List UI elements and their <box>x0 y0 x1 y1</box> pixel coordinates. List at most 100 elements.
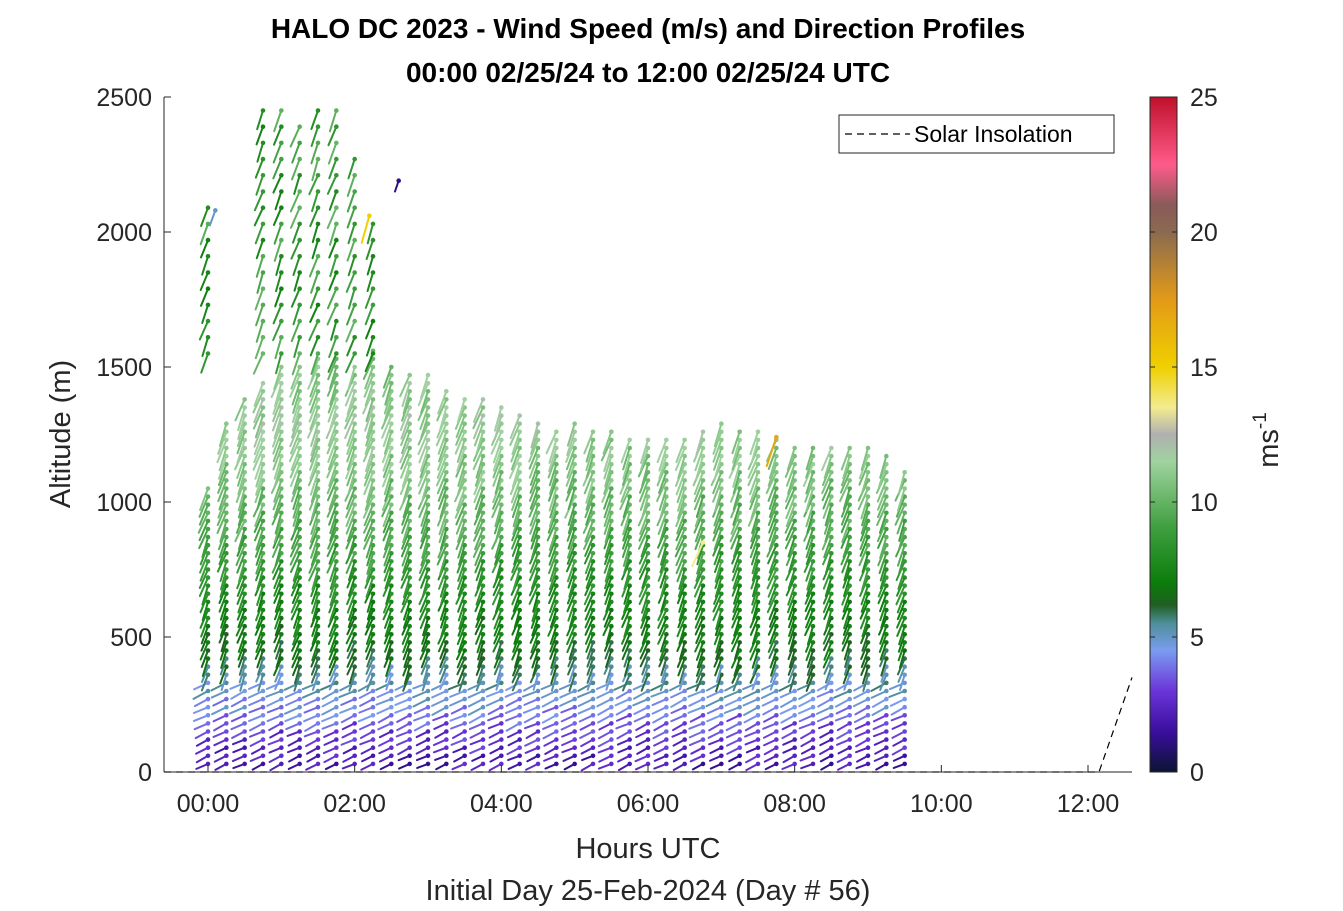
wind-barb-head <box>224 729 229 734</box>
wind-barb-head <box>810 615 816 621</box>
wind-barb <box>363 471 374 496</box>
wind-barb <box>621 536 631 558</box>
wind-barb-head <box>609 648 614 653</box>
wind-barb-head <box>737 729 742 734</box>
wind-barb-head <box>260 189 266 194</box>
wind-barb-head <box>260 205 266 210</box>
wind-barb-head <box>205 640 211 645</box>
wind-barb-head <box>755 470 761 475</box>
wind-barb-head <box>260 156 266 162</box>
wind-barb <box>364 303 374 326</box>
wind-barb <box>806 568 814 591</box>
wind-barb-head <box>884 470 889 475</box>
wind-barb <box>528 479 539 502</box>
wind-barb-head <box>499 729 504 734</box>
wind-barb <box>788 673 796 693</box>
wind-barb <box>858 463 869 486</box>
wind-barb-head <box>847 510 852 516</box>
wind-barb <box>274 665 283 683</box>
wind-barb-head <box>700 672 706 678</box>
wind-barb <box>768 641 778 660</box>
wind-barb <box>548 544 558 566</box>
wind-barb-head <box>242 615 247 621</box>
wind-barb <box>733 657 741 677</box>
wind-barb <box>474 592 484 613</box>
wind-barb <box>272 430 283 455</box>
wind-barb <box>394 698 411 706</box>
wind-barb <box>798 698 814 708</box>
wind-barb <box>638 544 649 565</box>
wind-barb-head <box>389 721 394 726</box>
wind-barb <box>696 544 704 566</box>
wind-barb-head <box>462 672 467 678</box>
wind-barb <box>200 649 209 669</box>
wind-barb <box>357 681 374 692</box>
wind-barb-head <box>810 648 816 653</box>
wind-barb-head <box>609 761 614 767</box>
wind-barb <box>565 463 576 487</box>
wind-barb <box>402 552 411 574</box>
wind-barb-head <box>279 680 284 686</box>
wind-barb-head <box>315 737 321 742</box>
wind-barb <box>528 584 539 605</box>
wind-barb <box>604 463 613 488</box>
wind-barb <box>528 560 539 582</box>
wind-barb <box>473 422 484 447</box>
wind-barb-head <box>279 640 284 645</box>
wind-barb-head <box>260 632 266 637</box>
wind-barb-head <box>554 591 559 597</box>
wind-barb-head <box>279 302 284 308</box>
wind-barb-head <box>370 656 376 661</box>
wind-barb <box>602 617 613 637</box>
wind-barb-head <box>682 615 687 621</box>
wind-barb <box>218 447 228 472</box>
wind-barb <box>216 438 228 464</box>
wind-barb <box>767 544 778 565</box>
wind-barb-head <box>535 445 541 451</box>
wind-barb-head <box>517 737 522 742</box>
wind-barb-head <box>352 518 357 524</box>
wind-barb-head <box>700 470 706 475</box>
wind-barb <box>401 398 411 422</box>
wind-barb-head <box>260 640 266 645</box>
wind-barb <box>713 552 723 574</box>
wind-barb <box>657 625 668 645</box>
wind-barb-head <box>572 502 577 508</box>
wind-barb <box>257 657 264 676</box>
wind-barb-head <box>810 534 816 540</box>
wind-barb <box>857 487 869 511</box>
wind-barb <box>347 576 356 597</box>
wind-barb <box>824 576 833 598</box>
wind-barb <box>421 576 429 598</box>
wind-barb <box>255 255 264 278</box>
wind-barb <box>345 511 356 535</box>
wind-barb <box>218 544 228 566</box>
wind-barb <box>309 438 319 463</box>
wind-barb-head <box>407 380 412 386</box>
wind-barb <box>513 649 521 669</box>
wind-barb <box>567 649 576 668</box>
wind-barb-head <box>535 656 541 661</box>
wind-barb <box>696 649 704 669</box>
wind-barb <box>492 438 503 464</box>
wind-barb <box>677 487 686 512</box>
wind-barb <box>249 738 264 747</box>
wind-barb-head <box>847 688 852 694</box>
wind-barb-head <box>792 526 797 532</box>
wind-barb-head <box>334 648 339 653</box>
wind-barb <box>725 730 741 739</box>
wind-barb <box>236 455 246 480</box>
wind-barb-head <box>719 453 724 459</box>
wind-barb-head <box>627 656 632 661</box>
wind-barb <box>494 471 503 495</box>
wind-barb-head <box>590 542 596 548</box>
wind-barb-head <box>389 737 394 742</box>
wind-barb <box>292 487 301 511</box>
wind-barb-head <box>260 607 266 613</box>
wind-barb <box>660 665 668 684</box>
wind-barb <box>456 438 466 463</box>
wind-barb <box>200 625 209 645</box>
wind-barb-head <box>829 567 834 572</box>
wind-barb <box>211 706 228 716</box>
wind-barb-head <box>352 688 357 694</box>
